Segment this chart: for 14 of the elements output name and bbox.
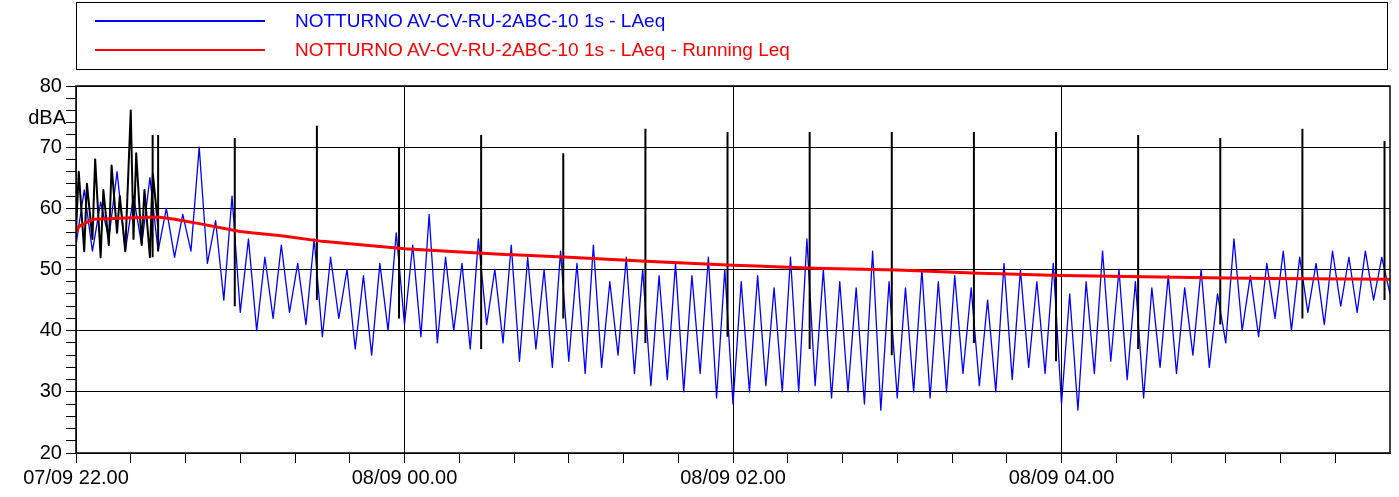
- y-tick-label: 30: [39, 379, 62, 402]
- text: NOTTURNO AV-CV-RU-2ABC-10 1s - LAeq - Running Leq: [295, 38, 790, 61]
- x-tick-label: 08/09 04.00: [1008, 465, 1115, 488]
- y-tick-label: 20: [39, 440, 62, 463]
- text: NOTTURNO AV-CV-RU-2ABC-10 1s - LAeq: [295, 9, 666, 32]
- y-tick-label: 80: [39, 73, 62, 96]
- y-tick-label: 60: [39, 195, 62, 218]
- y-axis-title: dBA: [28, 105, 67, 128]
- x-tick-label: 08/09 00.00: [351, 465, 458, 488]
- y-tick-label: 40: [39, 318, 62, 341]
- x-tick-label: 08/09 02.00: [680, 465, 786, 488]
- x-tick-label: 07/09 22.00: [23, 465, 129, 488]
- y-tick-label: 50: [39, 257, 62, 280]
- y-tick-label: 70: [39, 134, 62, 157]
